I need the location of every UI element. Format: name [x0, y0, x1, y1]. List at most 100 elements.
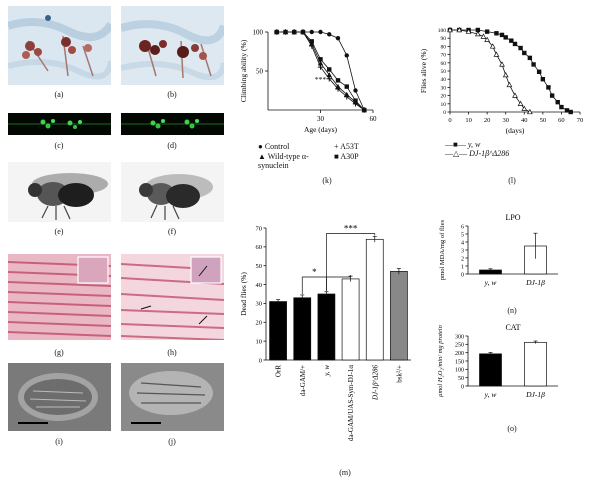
o-y-tick-label: 150: [455, 359, 464, 365]
n-y-axis-label: pmol MDA/mg of flies: [439, 219, 446, 280]
k-point-s3-9: [353, 98, 358, 103]
legend-l-dj1b-label: DJ-1β^Δ286: [469, 149, 510, 158]
l-point-s0-11: [522, 50, 527, 56]
k-point-s0-4: [309, 29, 314, 35]
l-point-s0-19: [559, 104, 564, 110]
l-point-s0-9: [512, 41, 518, 47]
m-y-tick-label: 10: [256, 338, 263, 345]
o-bar-0: [479, 353, 502, 387]
label-n: (n): [507, 306, 517, 315]
k-point-s3-3: [300, 29, 306, 35]
label-k: (k): [322, 176, 332, 185]
label-e: (e): [54, 227, 64, 236]
m-bar-1: [293, 297, 312, 361]
n-title: LPO: [505, 213, 520, 222]
legend-k-a30p-label: A30P: [340, 152, 359, 161]
muscle-section-g: [8, 254, 111, 340]
l-y-tick-label: 0: [443, 110, 446, 116]
m-sig-label-2: ***: [344, 224, 358, 234]
m-y-tick-label: 20: [256, 320, 263, 327]
m-y-tick-label: 60: [256, 244, 263, 251]
legend-k-control: ● Control: [258, 142, 290, 151]
micrograph-a: [8, 6, 111, 85]
label-h: (h): [167, 348, 177, 357]
micrograph-d-art: [121, 113, 224, 135]
k-x-axis-label: Age (days): [304, 125, 338, 134]
l-point-s0-15: [540, 77, 546, 82]
k-point-s0-7: [335, 36, 341, 41]
m-bar-3: [341, 278, 360, 361]
n-y-tick-label: 3: [461, 248, 464, 254]
k-point-s2-8: [344, 94, 350, 100]
k-point-s0-6: [327, 32, 332, 37]
m-category-label-1: da-GAM/+: [299, 365, 307, 396]
legend-l-yw-label: y, w: [467, 140, 481, 149]
m-bar-4: [365, 238, 384, 361]
k-point-s3-4: [309, 39, 314, 44]
k-point-s3-7: [335, 78, 341, 83]
n-category-label-1: DJ-1β: [525, 278, 545, 287]
muscle-section-h-art: [121, 254, 224, 340]
k-point-s3-1: [283, 29, 288, 35]
k-series-line-1: [276, 31, 365, 111]
l-x-tick-label: 50: [540, 117, 547, 124]
legend-l: —■— y, w —△— DJ-1β^Δ286: [445, 140, 585, 158]
k-point-s2-6: [326, 76, 332, 82]
m-sig-label-1: *: [312, 267, 317, 277]
chart-k: 30 60 50 100 Climbing ability (%) Age (days) *…: [238, 20, 388, 140]
label-f: (f): [168, 227, 176, 236]
l-point-s0-21: [568, 109, 573, 115]
l-point-s1-12: [517, 100, 524, 106]
n-y-tick-label: 0: [461, 272, 464, 278]
l-point-s1-4: [480, 33, 487, 39]
l-point-s1-5: [484, 36, 491, 42]
micrograph-b-art: [121, 6, 224, 85]
l-point-s0-8: [509, 38, 514, 43]
o-y-tick-label: 200: [455, 351, 464, 357]
em-image-j-art: [121, 363, 224, 431]
m-category-label-2: y, w: [323, 365, 331, 377]
m-y-tick-label: 70: [256, 225, 263, 232]
l-series-line-1: [450, 29, 531, 113]
k-point-s3-8: [344, 84, 349, 89]
k-point-s3-6: [327, 67, 332, 72]
m-category-label-4: DJ-1β^Δ286: [371, 365, 379, 402]
k-significance: ***: [315, 75, 327, 84]
k-point-s3-10: [362, 107, 367, 113]
m-bar-0: [269, 301, 287, 361]
l-point-s1-0: [447, 26, 453, 33]
label-j: (j): [168, 437, 176, 446]
micrograph-a-art: [8, 6, 111, 85]
l-point-s1-7: [493, 51, 500, 57]
chart-m: 0 10 20 30 40 50 60 70 OrR da-GAM/+ y, w da-GAM/UAS…: [238, 210, 418, 460]
chart-n: 0 1 2 3 4 5 6 y, w DJ-1β pmol MDA/mg of flies LPO: [428, 210, 598, 300]
label-b: (b): [167, 90, 177, 99]
l-point-s0-13: [531, 62, 536, 67]
l-point-s0-4: [484, 29, 490, 34]
o-y-tick-label: 300: [455, 334, 464, 340]
n-y-tick-label: 1: [461, 264, 464, 270]
n-category-label-0: y, w: [484, 278, 497, 287]
l-y-tick-label: 30: [441, 85, 447, 91]
l-y-tick-label: 20: [441, 94, 447, 100]
m-y-axis-label: Dead flies (%): [239, 272, 248, 316]
legend-k-a53t-label: A53T: [340, 142, 359, 151]
o-y-tick-label: 0: [461, 384, 464, 390]
m-category-label-0: OrR: [275, 365, 283, 377]
o-bar-1: [524, 341, 547, 387]
l-point-s0-18: [555, 99, 560, 105]
l-y-tick-label: 50: [441, 69, 447, 75]
l-x-tick-label: 70: [577, 117, 584, 124]
l-point-s1-1: [456, 26, 463, 33]
l-point-s0-6: [499, 32, 505, 38]
l-point-s0-20: [564, 108, 570, 113]
l-x-tick-label: 10: [465, 117, 472, 124]
fly-photo-e-art: [8, 162, 111, 222]
k-point-s3-5: [318, 57, 323, 62]
m-sig-bracket-2: [326, 233, 376, 291]
k-point-s0-5: [318, 29, 323, 35]
micrograph-d: [121, 113, 224, 135]
k-y-tick-label: 50: [256, 68, 264, 76]
l-point-s0-5: [494, 31, 499, 36]
o-y-tick-label: 100: [455, 368, 464, 374]
